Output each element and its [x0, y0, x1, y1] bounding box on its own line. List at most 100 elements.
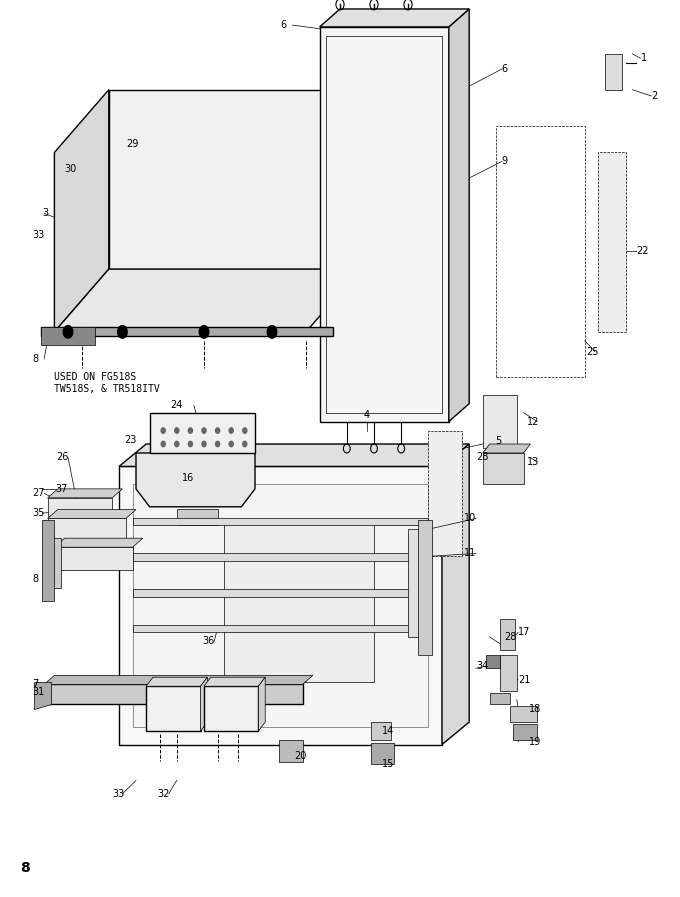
Bar — [500, 655, 517, 691]
Circle shape — [63, 326, 73, 338]
Circle shape — [229, 441, 233, 447]
Text: 32: 32 — [158, 788, 170, 799]
Bar — [279, 740, 303, 762]
Text: 8: 8 — [33, 353, 39, 364]
Bar — [44, 684, 303, 704]
Text: 30: 30 — [65, 163, 77, 174]
Text: 37: 37 — [56, 483, 68, 494]
Text: 5: 5 — [495, 436, 501, 447]
Text: 28: 28 — [505, 631, 517, 642]
Text: 13: 13 — [527, 457, 539, 467]
Text: 6: 6 — [281, 20, 287, 30]
Bar — [133, 589, 428, 597]
Text: 22: 22 — [636, 246, 648, 257]
Text: 18: 18 — [529, 703, 541, 714]
Text: 33: 33 — [112, 788, 124, 799]
Circle shape — [216, 441, 220, 447]
Polygon shape — [119, 444, 469, 466]
Polygon shape — [54, 547, 133, 570]
Bar — [496, 126, 585, 377]
Polygon shape — [54, 538, 143, 547]
Text: 14: 14 — [382, 726, 394, 736]
Text: 19: 19 — [529, 736, 541, 747]
Polygon shape — [146, 677, 207, 686]
Text: USED ON FG518S
TW518S, & TR518ITV: USED ON FG518S TW518S, & TR518ITV — [54, 372, 160, 394]
Bar — [133, 484, 428, 727]
Text: 3: 3 — [42, 208, 48, 219]
Text: 25: 25 — [586, 346, 598, 357]
Text: 7: 7 — [33, 678, 39, 689]
Bar — [150, 413, 255, 453]
Circle shape — [229, 428, 233, 433]
Polygon shape — [136, 453, 255, 507]
Text: 29: 29 — [126, 138, 138, 149]
Text: 24: 24 — [170, 400, 182, 411]
Polygon shape — [258, 677, 265, 731]
Polygon shape — [48, 518, 126, 543]
Text: 9: 9 — [502, 156, 508, 167]
Polygon shape — [442, 444, 469, 745]
Text: 26: 26 — [56, 452, 68, 463]
Polygon shape — [109, 90, 360, 269]
Bar — [408, 529, 428, 637]
Polygon shape — [483, 444, 530, 453]
Bar — [42, 520, 54, 601]
Circle shape — [175, 428, 179, 433]
Circle shape — [243, 428, 247, 433]
Bar — [224, 520, 374, 682]
Bar — [54, 215, 71, 229]
Text: 36: 36 — [203, 636, 215, 647]
Bar — [133, 625, 428, 632]
Text: 27: 27 — [33, 488, 45, 499]
Text: 28: 28 — [476, 452, 488, 463]
Bar — [177, 509, 218, 525]
Circle shape — [175, 441, 179, 447]
Circle shape — [216, 428, 220, 433]
Bar — [54, 202, 71, 215]
Bar — [428, 431, 462, 556]
Bar — [146, 686, 201, 731]
Polygon shape — [41, 327, 95, 345]
Circle shape — [202, 428, 206, 433]
Circle shape — [202, 441, 206, 447]
Polygon shape — [371, 743, 394, 764]
Polygon shape — [48, 509, 136, 518]
Text: 12: 12 — [527, 416, 539, 427]
Polygon shape — [483, 453, 524, 484]
Bar — [320, 27, 449, 422]
Circle shape — [118, 326, 127, 338]
Bar — [44, 538, 61, 588]
Bar — [119, 466, 442, 745]
Polygon shape — [54, 269, 360, 332]
Circle shape — [199, 326, 209, 338]
Polygon shape — [41, 327, 333, 336]
Bar — [598, 152, 626, 332]
Bar — [133, 518, 428, 525]
Circle shape — [161, 441, 165, 447]
Text: 21: 21 — [518, 675, 530, 685]
Text: 20: 20 — [294, 751, 306, 762]
Circle shape — [243, 441, 247, 447]
Bar — [500, 619, 515, 650]
Circle shape — [161, 428, 165, 433]
Polygon shape — [44, 675, 313, 684]
Bar — [133, 553, 428, 561]
Polygon shape — [48, 498, 112, 516]
Polygon shape — [48, 489, 122, 498]
Polygon shape — [483, 395, 517, 448]
Text: 2: 2 — [651, 91, 658, 101]
Circle shape — [188, 441, 192, 447]
Polygon shape — [449, 9, 469, 422]
Polygon shape — [54, 90, 109, 332]
Text: 16: 16 — [182, 473, 194, 483]
Text: 8: 8 — [33, 573, 39, 584]
Bar — [204, 686, 258, 731]
Text: 33: 33 — [33, 230, 45, 240]
Text: 35: 35 — [33, 508, 45, 518]
Bar — [510, 706, 537, 722]
Text: 11: 11 — [464, 548, 476, 559]
Text: 4: 4 — [364, 410, 370, 421]
Text: 1: 1 — [641, 53, 647, 64]
Polygon shape — [34, 682, 51, 709]
Polygon shape — [486, 655, 500, 668]
